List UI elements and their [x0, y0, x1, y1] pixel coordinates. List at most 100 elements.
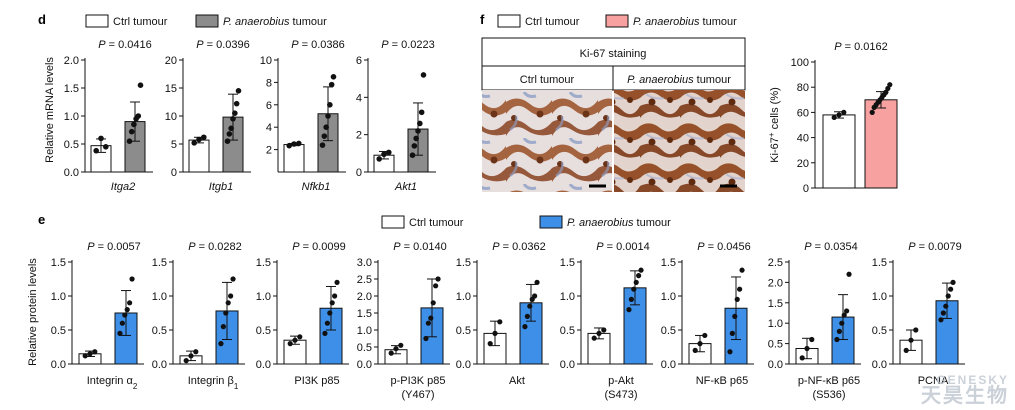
p-symbol: P: [196, 39, 204, 51]
data-point: [334, 279, 340, 285]
y-tick-label: 20: [797, 158, 809, 170]
y-tick-label: 100: [791, 57, 809, 69]
y-tick-label: 0.0: [456, 359, 471, 371]
p-number: = 0.0354: [812, 241, 858, 253]
data-point: [386, 149, 392, 156]
data-point: [418, 109, 425, 116]
p-value-label: P = 0.0354: [804, 241, 858, 253]
data-point: [128, 128, 135, 135]
data-point: [124, 307, 130, 313]
p-value-label: P = 0.0416: [98, 39, 152, 51]
y-tick-label: 4: [356, 92, 362, 104]
protein-label-site: (S536): [812, 389, 845, 401]
data-point: [804, 345, 810, 352]
chart-nf-b-p65: 0.0 0.5 1.0 1.5 P = 0.0456 NF-κB p65: [661, 241, 754, 387]
data-point: [869, 109, 875, 115]
panel-letter-f: f: [480, 12, 485, 27]
data-point: [591, 335, 597, 341]
ylabel-rest: cells (%): [769, 87, 781, 132]
y-tick-label: 1.0: [152, 291, 167, 303]
data-point: [135, 113, 142, 119]
data-point: [376, 156, 383, 162]
data-point: [702, 332, 708, 339]
data-point: [188, 353, 194, 359]
data-point: [292, 337, 298, 343]
data-point: [218, 341, 224, 347]
data-point: [286, 142, 293, 149]
data-point: [532, 293, 538, 299]
data-point: [319, 142, 326, 148]
data-point: [945, 293, 951, 299]
p-value-label: P = 0.0057: [87, 241, 141, 253]
p-number: = 0.0282: [196, 241, 242, 253]
protein-label: Integrin β1: [188, 375, 239, 391]
protein-label-main: p-Akt: [608, 375, 634, 387]
legend-label-ctrl: Ctrl tumour: [409, 217, 464, 229]
protein-label: NF-κB p65: [696, 375, 749, 387]
data-point: [87, 351, 93, 357]
data-point: [398, 342, 404, 348]
data-point: [191, 140, 197, 146]
legend-label-treat: P. anaerobius tumour: [633, 16, 737, 28]
p-symbol: P: [697, 241, 705, 253]
data-point: [232, 110, 238, 116]
data-point: [940, 310, 946, 316]
p-value-label: P = 0.0362: [492, 241, 546, 253]
legend-suffix: tumour: [633, 217, 671, 229]
y-tick-label: 1.0: [661, 291, 676, 303]
data-point: [527, 303, 533, 309]
data-point: [638, 267, 644, 273]
bar-treat: [864, 99, 898, 189]
y-tick-label: 1.5: [661, 257, 676, 269]
legend-label-ctrl: Ctrl tumour: [113, 16, 168, 28]
data-point: [628, 296, 634, 302]
data-point: [325, 113, 331, 119]
data-point: [230, 276, 236, 282]
p-number: = 0.0079: [916, 241, 962, 253]
data-point: [727, 349, 733, 355]
protein-label: PCNA: [918, 375, 949, 387]
y-tick-label: 1.0: [357, 325, 372, 337]
p-symbol: P: [492, 241, 500, 253]
bar-ctrl: [822, 114, 856, 189]
data-point: [492, 330, 498, 336]
y-tick-label: 0.0: [357, 359, 372, 371]
data-point: [417, 120, 423, 127]
data-point: [601, 327, 607, 333]
y-tick-label: 1.0: [560, 291, 575, 303]
y-tick-label: 6: [356, 55, 362, 67]
chart-itgb1: 0 5 10 15 20 P = 0.0396 Itgb1: [165, 39, 251, 193]
data-point: [92, 349, 98, 355]
data-point: [834, 336, 840, 343]
data-point: [809, 336, 815, 343]
data-point: [948, 286, 954, 292]
p-value-label: P = 0.0282: [188, 241, 242, 253]
p-number: = 0.0140: [401, 241, 447, 253]
gene-label: Akt1: [394, 181, 417, 193]
p-symbol: P: [596, 241, 604, 253]
y-tick-label: 40: [797, 133, 809, 145]
y-tick-label: 0.0: [661, 359, 676, 371]
y-tick-label: 10: [260, 55, 272, 67]
data-point: [524, 313, 530, 319]
column-header-ctrl: Ctrl tumour: [520, 74, 575, 86]
data-point: [296, 140, 302, 147]
chart-p-nf-b-p65-s536-: 0.0 0.5 1.0 1.5 2.0 2.5 P = 0.0354 p-NF-κB p65 (…: [768, 241, 861, 401]
y-tick-label: 3.0: [357, 257, 372, 269]
p-number: = 0.0223: [389, 39, 435, 51]
protein-label-sub: 1: [234, 382, 239, 391]
y-tick-label: 2.0: [64, 55, 79, 67]
y-tick-label: 6: [266, 100, 272, 112]
data-point: [409, 152, 416, 158]
data-point: [297, 334, 303, 340]
data-point: [226, 131, 233, 137]
y-tick-label: 10: [165, 111, 177, 123]
p-number: = 0.0014: [604, 241, 650, 253]
data-point: [230, 116, 236, 122]
data-point: [739, 267, 745, 273]
y-tick-label: 2.5: [768, 257, 783, 269]
data-point: [844, 308, 850, 314]
data-point: [411, 143, 418, 149]
p-value-label: P = 0.0223: [381, 39, 435, 51]
